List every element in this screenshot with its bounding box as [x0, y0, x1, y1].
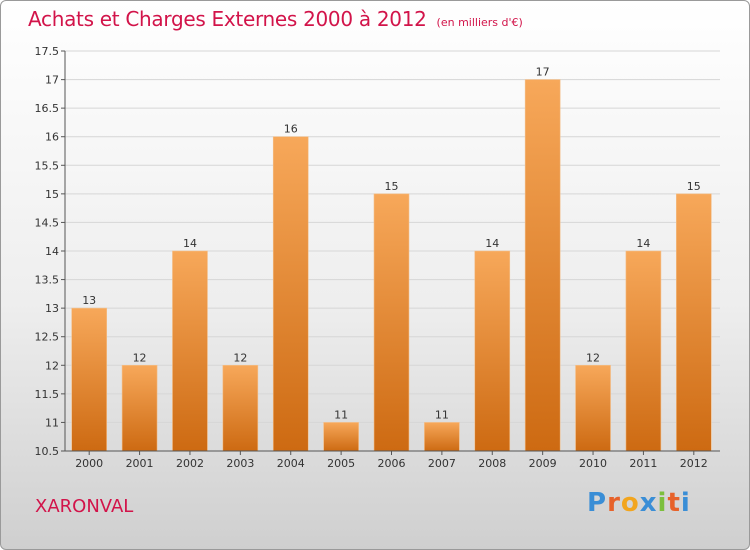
- y-tick-label: 14.5: [35, 216, 60, 229]
- bar-value-label: 15: [687, 180, 701, 193]
- y-tick-label: 12.5: [35, 331, 60, 344]
- bar-value-label: 13: [82, 294, 96, 307]
- x-axis: 2000 2001 2002 2003 2004 2005 2006 2007 2008 2009…: [65, 450, 720, 470]
- y-tick-label: 14: [45, 245, 59, 258]
- bar-value-label: 12: [586, 351, 600, 364]
- x-tick-label: 2011: [629, 457, 657, 470]
- y-tick-label: 16: [45, 131, 59, 144]
- x-tick-label: 2003: [226, 457, 254, 470]
- y-axis: 10.5 11 11.5 12 12.5 13 13.5 14 14.5 15 15.5 16 16.5…: [35, 45, 66, 458]
- bar: [474, 250, 511, 452]
- bar-value-label: 14: [636, 237, 650, 250]
- bar: [222, 364, 259, 452]
- x-tick-label: 2012: [680, 457, 708, 470]
- bar: [323, 422, 359, 452]
- bar-value-label: 14: [485, 237, 499, 250]
- x-tick-label: 2009: [529, 457, 557, 470]
- y-tick-label: 15: [45, 188, 59, 201]
- bar: [373, 193, 410, 452]
- logo-letter: P: [587, 488, 608, 518]
- bar: [625, 250, 662, 452]
- bar-value-label: 11: [334, 408, 348, 421]
- chart-unit: (en milliers d'€): [436, 16, 523, 29]
- x-tick-label: 2005: [327, 457, 355, 470]
- bar: [272, 136, 309, 452]
- bar-value-label: 11: [435, 408, 449, 421]
- logo-letter: i: [680, 488, 691, 518]
- bars: 13 12 14 12 16 11 15 11 14 17 12 14 15: [71, 66, 712, 452]
- y-tick-label: 10.5: [35, 445, 60, 458]
- proxiti-logo: Proxiti: [587, 488, 691, 518]
- logo-letter: t: [667, 488, 681, 518]
- y-tick-label: 12: [45, 359, 59, 372]
- bar-value-label: 12: [133, 351, 147, 364]
- x-tick-label: 2002: [176, 457, 204, 470]
- x-tick-label: 2000: [75, 457, 103, 470]
- chart-title-text: Achats et Charges Externes 2000 à 2012: [28, 7, 427, 31]
- y-tick-label: 11: [45, 416, 59, 429]
- logo-letter: i: [657, 488, 668, 518]
- y-tick-label: 13: [45, 302, 59, 315]
- x-tick-label: 2007: [428, 457, 456, 470]
- bar: [575, 364, 611, 452]
- logo-letter: x: [639, 488, 658, 518]
- y-tick-label: 15.5: [35, 159, 60, 172]
- bar-value-label: 17: [536, 66, 550, 79]
- bar-value-label: 16: [284, 123, 298, 136]
- chart-title: Achats et Charges Externes 2000 à 2012 (e…: [28, 7, 523, 31]
- logo-letter: o: [620, 488, 640, 518]
- y-tick-label: 13.5: [35, 274, 60, 287]
- x-tick-label: 2006: [378, 457, 406, 470]
- y-tick-label: 17: [45, 74, 59, 87]
- y-tick-label: 17.5: [35, 45, 60, 58]
- x-tick-label: 2008: [478, 457, 506, 470]
- logo-letter: r: [607, 488, 621, 518]
- bar-value-label: 12: [233, 351, 247, 364]
- y-tick-label: 16.5: [35, 102, 60, 115]
- bar-value-label: 15: [385, 180, 399, 193]
- location-name: XARONVAL: [35, 496, 134, 517]
- x-tick-label: 2010: [579, 457, 607, 470]
- bar: [71, 307, 107, 452]
- bar: [172, 250, 208, 452]
- x-tick-label: 2001: [126, 457, 154, 470]
- bar: [524, 79, 561, 452]
- bar-value-label: 14: [183, 237, 197, 250]
- bar: [676, 193, 712, 452]
- bar: [121, 364, 158, 452]
- x-tick-label: 2004: [277, 457, 305, 470]
- y-tick-label: 11.5: [35, 388, 60, 401]
- bar: [424, 422, 460, 452]
